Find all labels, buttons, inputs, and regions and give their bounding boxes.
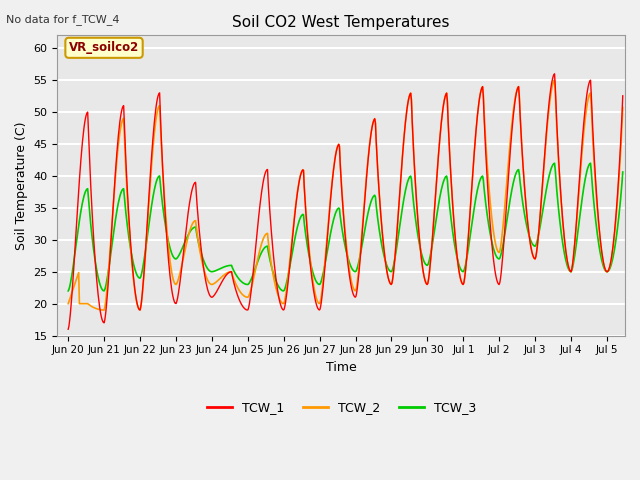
Y-axis label: Soil Temperature (C): Soil Temperature (C) xyxy=(15,121,28,250)
X-axis label: Time: Time xyxy=(326,361,356,374)
Text: No data for f_TCW_4: No data for f_TCW_4 xyxy=(6,14,120,25)
Text: VR_soilco2: VR_soilco2 xyxy=(69,41,139,54)
Legend: TCW_1, TCW_2, TCW_3: TCW_1, TCW_2, TCW_3 xyxy=(202,396,481,419)
Title: Soil CO2 West Temperatures: Soil CO2 West Temperatures xyxy=(232,15,450,30)
